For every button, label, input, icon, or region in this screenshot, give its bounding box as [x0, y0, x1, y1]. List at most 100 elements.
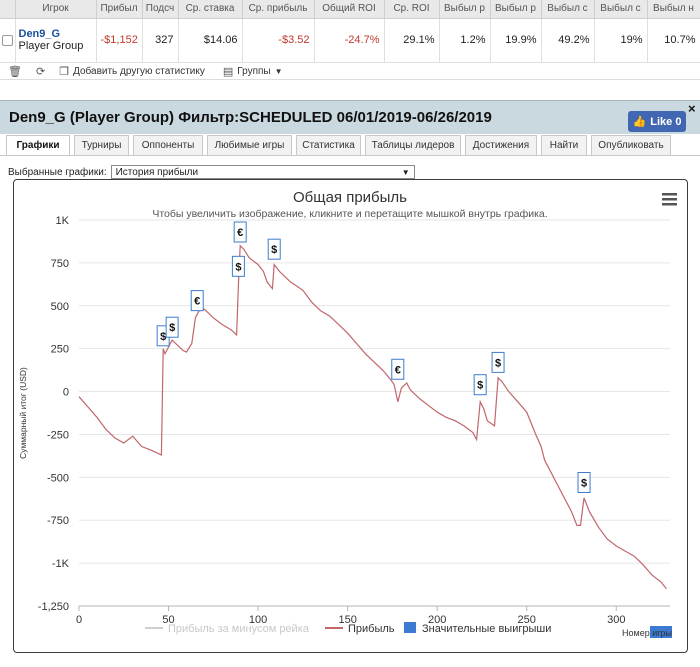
- panel-header: Den9_G (Player Group) Фильтр:SCHEDULED 0…: [0, 100, 700, 134]
- col-12-cell: 19%: [594, 18, 648, 63]
- chart-subtitle: Чтобы увеличить изображение, кликните и …: [152, 208, 547, 220]
- add-stat-link[interactable]: Добавить другую статистику: [73, 65, 205, 77]
- big-win-marker[interactable]: [473, 374, 487, 396]
- chart-select[interactable]: История прибыли ▼: [110, 165, 415, 179]
- menu-icon-bar-1[interactable]: [662, 198, 677, 201]
- big-win-marker[interactable]: [391, 358, 405, 380]
- big-win-marker[interactable]: [190, 290, 204, 312]
- menu-icon-bar-0[interactable]: [662, 193, 677, 196]
- x-tick-label: 0: [76, 614, 82, 626]
- header-count[interactable]: Подсч: [142, 0, 179, 19]
- big-win-marker[interactable]: [577, 471, 591, 493]
- chart-title: Общая прибыль: [293, 189, 407, 206]
- y-tick-label: -500: [47, 472, 69, 484]
- y-tick-label: 1K: [56, 215, 70, 227]
- chart-container[interactable]: Общая прибыль Чтобы увеличить изображение…: [13, 179, 688, 653]
- refresh-icon[interactable]: ⟳: [35, 65, 46, 78]
- stats-table: Игрок Прибыл Подсч Ср. ставка Ср. прибыл…: [0, 0, 700, 63]
- header-col-10[interactable]: Выбыл р: [490, 0, 542, 19]
- profit-series-line[interactable]: [78, 244, 667, 590]
- y-tick-label: 0: [63, 387, 69, 399]
- chart-selector-label: Выбранные графики:: [8, 166, 107, 178]
- big-win-marker-symbol: $: [581, 477, 587, 489]
- big-win-marker[interactable]: [267, 238, 281, 260]
- tab-charts[interactable]: Графики: [6, 135, 70, 155]
- legend-big-wins-swatch[interactable]: [404, 622, 416, 633]
- avg-stake-cell: $14.06: [178, 18, 243, 63]
- tab-tournaments[interactable]: Турниры: [74, 135, 129, 155]
- player-cell: Den9_G Player Group: [15, 18, 97, 63]
- tab-leaderboards[interactable]: Таблицы лидеров: [365, 135, 461, 155]
- x-tick-label: 50: [162, 614, 174, 626]
- tabs-divider: [0, 155, 700, 156]
- facebook-like-button[interactable]: 👍 Like 0: [628, 111, 686, 132]
- chevron-down-icon[interactable]: ▼: [274, 66, 283, 76]
- x-axis-label: Номер игры: [622, 628, 672, 638]
- tab-achievements[interactable]: Достижения: [465, 135, 537, 155]
- header-profit[interactable]: Прибыл: [96, 0, 143, 19]
- big-win-marker[interactable]: [231, 255, 245, 277]
- big-win-marker-symbol: €: [194, 296, 200, 308]
- tab-opponents[interactable]: Оппоненты: [133, 135, 203, 155]
- x-tick-label: 250: [518, 614, 536, 626]
- big-win-marker-symbol: $: [477, 380, 483, 392]
- groups-icon[interactable]: ▤: [222, 65, 234, 78]
- tab-favorite-games[interactable]: Любимые игры: [207, 135, 292, 155]
- header-col-9[interactable]: Выбыл р: [439, 0, 491, 19]
- legend-profit-label: Прибыль: [348, 623, 395, 635]
- chart-selector-row: Выбранные графики: История прибыли ▼: [8, 165, 415, 179]
- x-label-highlight: [650, 626, 672, 638]
- x-tick-label: 150: [338, 614, 356, 626]
- big-win-marker[interactable]: [491, 351, 505, 373]
- y-tick-label: -750: [47, 515, 69, 527]
- col-13-cell: 10.7%: [647, 18, 700, 63]
- tab-publish[interactable]: Опубликовать: [591, 135, 671, 155]
- legend-rake-label: Прибыль за минусом рейка: [168, 623, 310, 635]
- y-tick-label: -1K: [52, 558, 70, 570]
- col-10-cell: 19.9%: [490, 18, 542, 63]
- x-tick-label: 300: [607, 614, 625, 626]
- tab-bar: Графики Турниры Оппоненты Любимые игры С…: [6, 135, 675, 155]
- thumbs-up-icon: 👍: [632, 116, 647, 128]
- chart-select-value: История прибыли: [115, 166, 199, 178]
- close-icon[interactable]: ×: [688, 101, 696, 116]
- header-avg-profit[interactable]: Ср. прибыль: [242, 0, 315, 19]
- count-cell: 327: [142, 18, 179, 63]
- big-win-marker-symbol: $: [495, 357, 501, 369]
- header-player[interactable]: Игрок: [15, 0, 97, 19]
- chevron-down-icon: ▼: [401, 167, 410, 177]
- player-name-link[interactable]: Den9_G: [18, 28, 61, 40]
- header-col-13[interactable]: Выбыл н: [647, 0, 700, 19]
- tab-find[interactable]: Найти: [541, 135, 587, 155]
- big-win-marker-symbol: $: [271, 244, 277, 256]
- y-axis-label: Суммарный итог (USD): [18, 367, 28, 459]
- header-avg-roi[interactable]: Ср. ROI: [384, 0, 440, 19]
- row-checkbox-cell: [0, 18, 16, 63]
- big-win-marker-symbol: €: [395, 364, 401, 376]
- table-row: Den9_G Player Group -$1,152 327 $14.06 -…: [0, 18, 700, 63]
- tab-statistics[interactable]: Статистика: [296, 135, 361, 155]
- y-tick-label: -1,250: [38, 601, 69, 613]
- col-9-cell: 1.2%: [439, 18, 491, 63]
- add-stat-icon[interactable]: ❐: [59, 65, 70, 78]
- big-win-marker-symbol: €: [237, 227, 243, 239]
- row-checkbox[interactable]: [1, 34, 13, 46]
- total-roi-cell: -24.7%: [314, 18, 385, 63]
- stats-toolbar: 🗑 ⟳ ❐ Добавить другую статистику ▤ Групп…: [0, 63, 700, 80]
- big-win-marker[interactable]: [165, 316, 179, 338]
- header-avg-stake[interactable]: Ср. ставка: [178, 0, 243, 19]
- y-tick-label: 250: [51, 344, 69, 356]
- header-col-12[interactable]: Выбыл с: [594, 0, 648, 19]
- trash-icon[interactable]: 🗑: [8, 65, 22, 78]
- avg-roi-cell: 29.1%: [384, 18, 440, 63]
- header-col-11[interactable]: Выбыл с: [541, 0, 595, 19]
- header-total-roi[interactable]: Общий ROI: [314, 0, 385, 19]
- big-win-marker-symbol: $: [160, 331, 166, 343]
- avg-profit-cell: -$3.52: [242, 18, 315, 63]
- menu-icon-bar-2[interactable]: [662, 203, 677, 206]
- panel-title: Den9_G (Player Group) Фильтр:SCHEDULED 0…: [9, 109, 492, 126]
- big-win-marker-symbol: $: [169, 322, 175, 334]
- profit-chart[interactable]: Общая прибыль Чтобы увеличить изображение…: [14, 180, 687, 652]
- groups-dropdown[interactable]: Группы: [237, 65, 271, 77]
- big-win-marker[interactable]: [233, 221, 247, 243]
